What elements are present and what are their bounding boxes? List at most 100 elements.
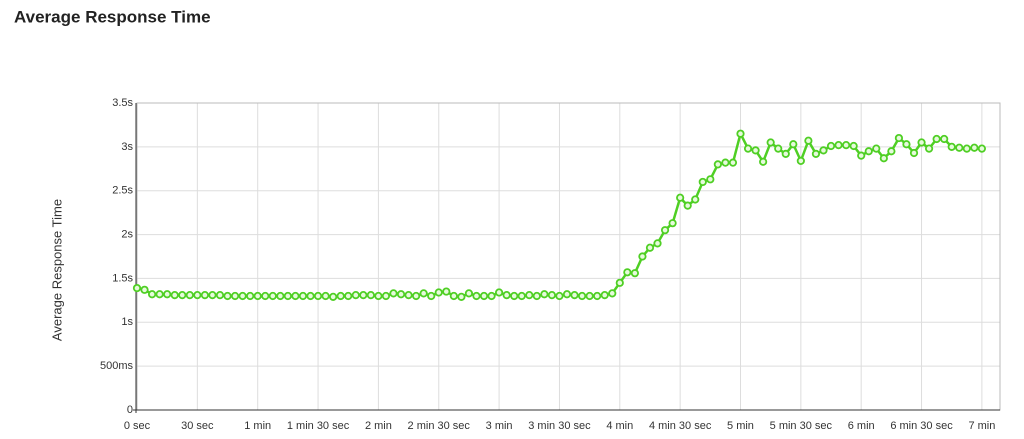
- data-point: [178, 290, 187, 300]
- data-point: [577, 291, 587, 301]
- data-point: [743, 144, 753, 153]
- x-tick-label: 6 min: [848, 420, 875, 432]
- data-point: [442, 287, 451, 296]
- data-point: [253, 291, 262, 301]
- y-tick-label: 2.5s: [112, 185, 133, 197]
- data-point: [449, 291, 458, 301]
- data-point: [238, 291, 247, 301]
- data-point: [917, 138, 926, 147]
- data-point: [487, 291, 496, 301]
- data-point: [502, 290, 511, 300]
- data-point: [600, 290, 609, 300]
- data-point: [977, 144, 986, 153]
- data-point: [909, 148, 919, 158]
- x-tick-label: 0 sec: [124, 420, 151, 432]
- data-point: [691, 195, 700, 204]
- data-point: [940, 134, 949, 144]
- data-point: [887, 147, 896, 156]
- data-point: [313, 291, 323, 301]
- data-point: [276, 291, 285, 301]
- x-tick-label: 1 min: [244, 420, 271, 432]
- data-point: [155, 290, 164, 299]
- data-point: [283, 291, 292, 301]
- y-tick-label: 3s: [121, 141, 133, 153]
- data-point: [193, 290, 202, 300]
- data-point: [751, 146, 760, 155]
- data-point: [336, 291, 345, 301]
- data-point: [412, 291, 421, 301]
- data-point: [698, 177, 707, 187]
- data-point: [419, 289, 428, 298]
- data-point: [223, 291, 232, 301]
- data-point: [811, 149, 821, 158]
- data-point: [494, 288, 504, 297]
- data-point: [570, 290, 579, 300]
- data-point: [721, 158, 730, 167]
- data-point: [215, 290, 225, 300]
- x-tick-label: 6 min 30 sec: [890, 420, 953, 432]
- data-point: [472, 291, 481, 301]
- data-point: [540, 290, 549, 299]
- x-tick-label: 4 min 30 sec: [649, 420, 712, 432]
- data-point: [246, 291, 255, 301]
- y-tick-label: 2s: [121, 228, 133, 240]
- data-point: [668, 219, 677, 228]
- chart-title: Average Response Time: [14, 7, 211, 26]
- data-point: [774, 144, 783, 153]
- data-point: [464, 289, 474, 298]
- y-tick-label: 1.5s: [112, 272, 133, 284]
- data-point: [200, 290, 209, 300]
- data-point: [638, 252, 647, 261]
- data-point: [924, 144, 934, 153]
- data-point: [306, 291, 315, 301]
- data-point: [510, 291, 519, 301]
- data-point: [291, 291, 300, 301]
- data-point: [268, 291, 277, 301]
- x-tick-label: 2 min: [365, 420, 392, 432]
- data-point: [872, 144, 881, 153]
- data-point: [381, 291, 391, 301]
- data-point: [713, 160, 722, 169]
- x-tick-label: 30 sec: [181, 420, 214, 432]
- data-point: [479, 291, 489, 301]
- data-point: [645, 243, 655, 252]
- data-point: [457, 292, 466, 301]
- data-point: [427, 291, 436, 301]
- y-axis-label: Average Response Time: [49, 199, 64, 341]
- x-tick-label: 5 min: [727, 420, 754, 432]
- data-point: [140, 285, 149, 294]
- data-point: [359, 290, 368, 300]
- data-point: [947, 142, 956, 151]
- data-point: [736, 129, 745, 138]
- data-point: [208, 290, 217, 300]
- data-point: [351, 290, 360, 300]
- data-point: [298, 291, 308, 301]
- data-point: [676, 193, 685, 202]
- data-point: [547, 290, 557, 300]
- x-tick-label: 7 min: [968, 420, 995, 432]
- data-point: [653, 239, 662, 248]
- x-tick-label: 2 min 30 sec: [408, 420, 471, 432]
- data-point: [404, 290, 413, 300]
- data-point: [163, 290, 172, 299]
- x-tick-label: 5 min 30 sec: [770, 420, 833, 432]
- data-point: [321, 291, 330, 301]
- data-point: [894, 133, 904, 143]
- data-point: [230, 291, 240, 301]
- y-tick-label: 3.5s: [112, 97, 133, 109]
- data-point: [804, 136, 813, 145]
- data-point: [781, 149, 790, 158]
- data-point: [932, 134, 941, 144]
- data-point: [555, 291, 564, 301]
- data-point: [562, 290, 572, 299]
- data-point: [147, 290, 157, 299]
- data-point: [525, 290, 534, 300]
- data-point: [374, 291, 383, 301]
- data-point: [366, 290, 375, 300]
- data-point: [955, 143, 964, 152]
- data-point: [170, 290, 179, 300]
- data-point: [132, 283, 142, 293]
- x-tick-label: 4 min: [606, 420, 633, 432]
- data-point: [857, 151, 866, 160]
